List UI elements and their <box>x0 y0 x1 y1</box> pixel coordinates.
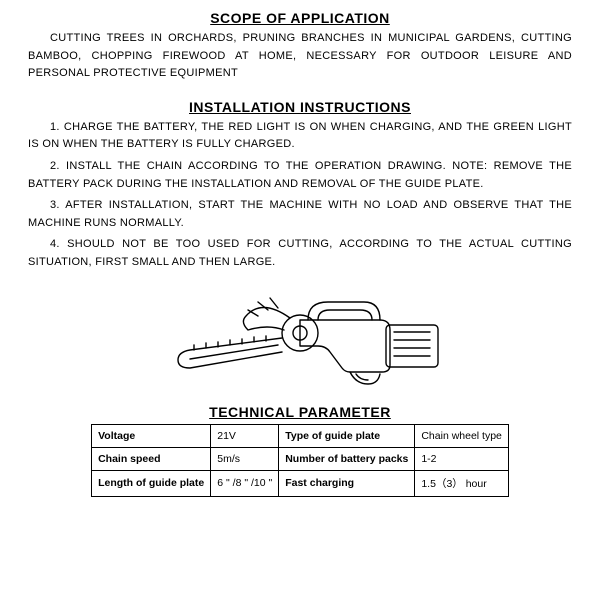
cell-r1c2: 21V <box>211 424 279 447</box>
cell-r2c3: Number of battery packs <box>279 447 415 470</box>
cell-r1c1: Voltage <box>92 424 211 447</box>
table-row: Length of guide plate 6 " /8 " /10 " Fas… <box>92 470 509 496</box>
cell-r3c2: 6 " /8 " /10 " <box>211 470 279 496</box>
install-step-1: 1. CHARGE THE BATTERY, THE RED LIGHT IS … <box>28 119 572 154</box>
cell-r3c4: 1.5（3） hour <box>415 470 509 496</box>
tech-heading: TECHNICAL PARAMETER <box>20 404 580 420</box>
cell-r2c1: Chain speed <box>92 447 211 470</box>
cell-r2c4: 1-2 <box>415 447 509 470</box>
scope-heading: SCOPE OF APPLICATION <box>20 10 580 26</box>
cell-r1c4: Chain wheel type <box>415 424 509 447</box>
cell-r3c3: Fast charging <box>279 470 415 496</box>
scope-body: CUTTING TREES IN ORCHARDS, PRUNING BRANC… <box>28 30 572 83</box>
cell-r2c2: 5m/s <box>211 447 279 470</box>
install-step-2: 2. INSTALL THE CHAIN ACCORDING TO THE OP… <box>28 158 572 193</box>
install-step-4: 4. SHOULD NOT BE TOO USED FOR CUTTING, A… <box>28 236 572 271</box>
cell-r3c1: Length of guide plate <box>92 470 211 496</box>
table-row: Voltage 21V Type of guide plate Chain wh… <box>92 424 509 447</box>
install-step-3: 3. AFTER INSTALLATION, START THE MACHINE… <box>28 197 572 232</box>
install-heading: INSTALLATION INSTRUCTIONS <box>20 99 580 115</box>
cell-r1c3: Type of guide plate <box>279 424 415 447</box>
tech-table: Voltage 21V Type of guide plate Chain wh… <box>91 424 509 497</box>
chainsaw-illustration <box>150 280 450 400</box>
table-row: Chain speed 5m/s Number of battery packs… <box>92 447 509 470</box>
